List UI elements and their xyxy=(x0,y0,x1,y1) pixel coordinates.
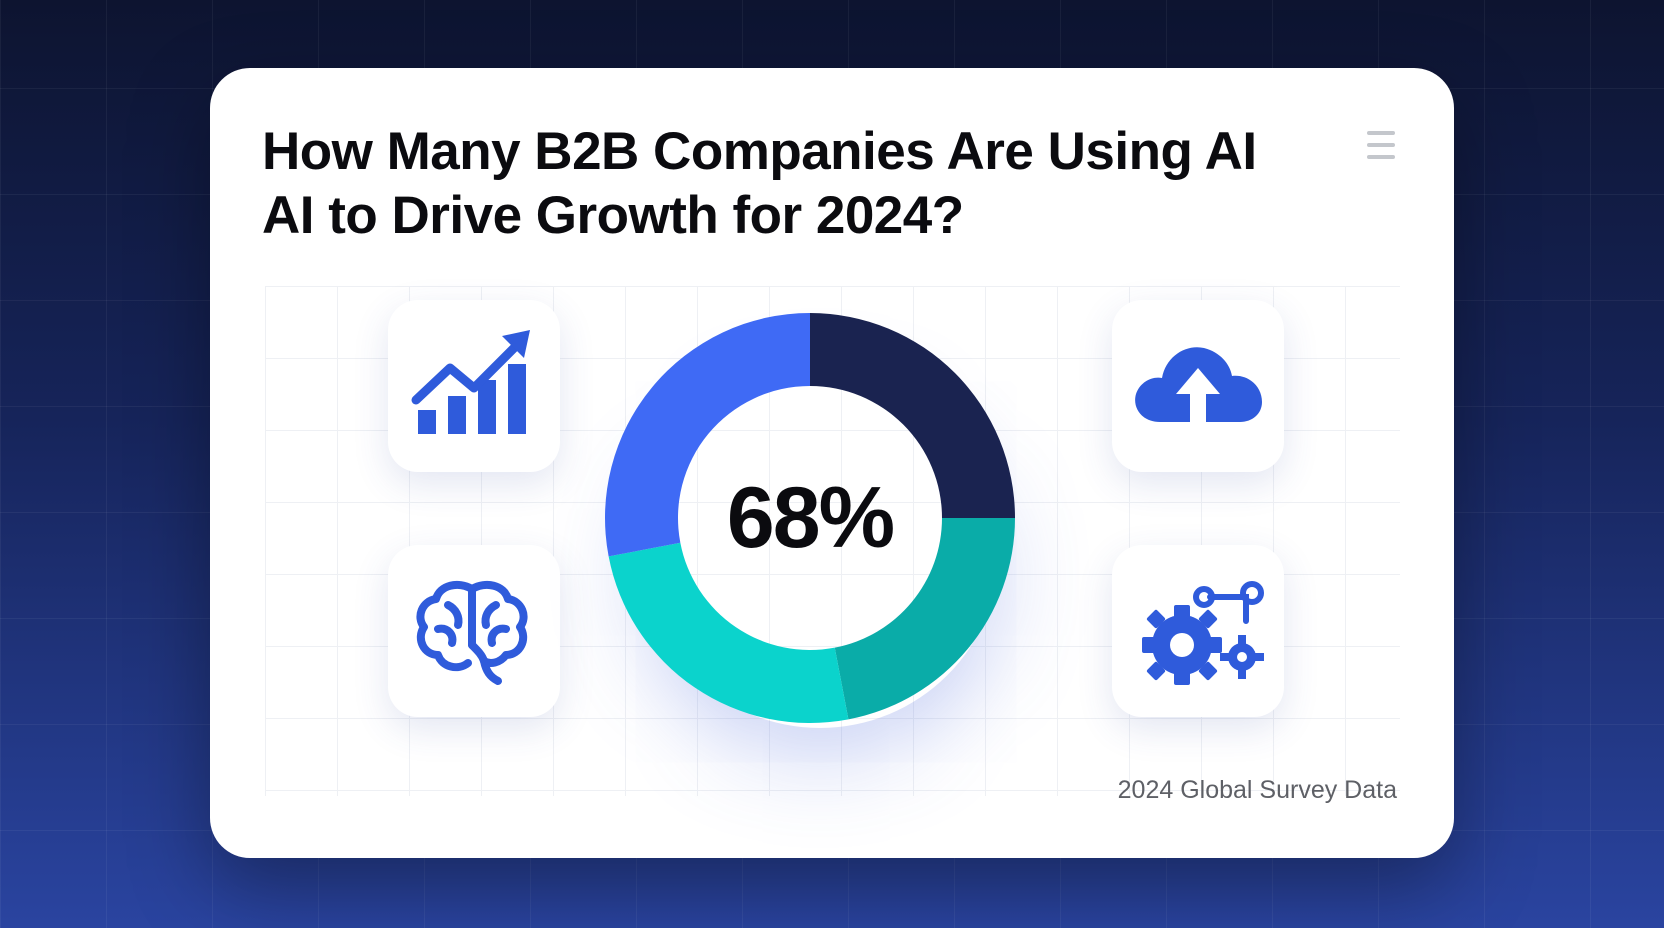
growth-chart-tile xyxy=(388,300,560,472)
gear-automation-tile xyxy=(1112,545,1284,717)
brain-tile xyxy=(388,545,560,717)
donut-chart: 68% xyxy=(580,288,1040,748)
title-line-1: How Many B2B Companies Are Using AI xyxy=(262,122,1257,181)
donut-center-label: 68% xyxy=(726,469,895,566)
growth-chart-icon xyxy=(411,330,530,434)
brain-icon xyxy=(416,580,528,685)
donut-slice-3 xyxy=(608,542,849,723)
page-title: How Many B2B Companies Are Using AI AI t… xyxy=(262,120,1262,248)
cloud-upload-tile xyxy=(1112,300,1284,472)
title-line-2: AI to Drive Growth for 2024? xyxy=(262,186,964,245)
cloud-upload-icon xyxy=(1135,347,1262,428)
donut-slice-4 xyxy=(605,313,810,557)
donut-svg xyxy=(605,313,1015,723)
source-note: 2024 Global Survey Data xyxy=(1117,776,1397,804)
hamburger-menu-icon[interactable] xyxy=(1367,131,1395,161)
gear-automation-icon xyxy=(1142,581,1264,685)
donut-slice-1 xyxy=(810,313,1015,518)
donut-slice-2 xyxy=(834,518,1015,720)
chart-card: How Many B2B Companies Are Using AI AI t… xyxy=(210,68,1454,858)
